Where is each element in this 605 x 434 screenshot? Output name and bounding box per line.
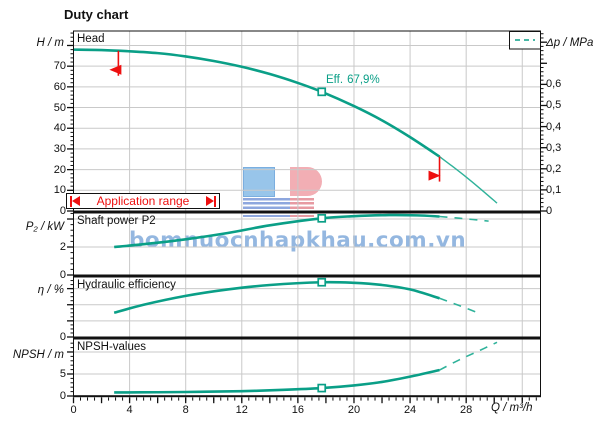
- chart-separator: [73, 337, 541, 340]
- power-ytick-label: 0: [59, 269, 66, 281]
- dp-ytick-label: 0,5: [546, 99, 562, 112]
- application-range-box: Application range: [66, 193, 220, 209]
- x-tick-label: 4: [126, 404, 133, 416]
- dp-legend: [509, 31, 541, 50]
- x-tick-label: 12: [235, 404, 248, 416]
- eff-duty-point-marker[interactable]: [317, 277, 327, 287]
- power-ytick-label: 2: [59, 241, 66, 253]
- efficiency-curve: [113, 280, 440, 315]
- efficiency-callout-value: 67,9%: [347, 74, 380, 86]
- p2-axis-title: P₂ / kW: [25, 221, 64, 233]
- head-curve-extension: [439, 156, 498, 204]
- x-tick-label: 24: [403, 404, 417, 416]
- head-ytick-label: 50: [53, 101, 66, 114]
- p2-curve-extension: [439, 215, 489, 222]
- npsh-ytick-label: 0: [59, 390, 66, 402]
- x-tick-label: 16: [291, 404, 304, 416]
- range-bar-icon: [70, 195, 72, 207]
- dp-ytick-label: 0,2: [546, 162, 562, 175]
- power-chart-label: Shaft power P2: [77, 215, 156, 227]
- logo-p-head: [290, 167, 322, 196]
- head-curve: [73, 48, 441, 158]
- head-ytick-label: 40: [53, 122, 66, 135]
- head-ytick-label: 0: [59, 205, 66, 217]
- head-ytick-label: 10: [53, 184, 66, 197]
- head-ytick-label: 20: [53, 163, 66, 176]
- efficiency-chart-label: Hydraulic efficiency: [77, 279, 176, 291]
- efficiency-callout-label: Eff.: [326, 74, 344, 86]
- chart-separator: [73, 211, 541, 214]
- npsh-ytick-label: 5: [59, 367, 66, 380]
- x-tick-label: 0: [70, 404, 77, 416]
- dp-axis-title: Δp / MPa: [546, 37, 594, 49]
- dp-ytick-label: 0,6: [546, 78, 562, 91]
- application-range-label: Application range: [96, 194, 190, 208]
- efficiency-callout: Eff. 67,9%: [326, 74, 384, 86]
- npsh-chart-label: NPSH-values: [77, 341, 147, 353]
- head-chart-label: Head: [77, 33, 105, 45]
- npsh-curve-extension: [439, 341, 498, 371]
- npsh-duty-point-marker[interactable]: [317, 383, 327, 393]
- application-range-left-marker: [70, 195, 80, 207]
- head-ytick-label: 70: [53, 60, 66, 73]
- x-tick-label: 20: [347, 404, 361, 416]
- head-ytick-label: 30: [53, 142, 66, 155]
- eta-axis-title: η / %: [37, 284, 64, 296]
- efficiency-curve-extension: [439, 297, 481, 315]
- dp-ytick-label: 0,4: [546, 120, 562, 133]
- triangle-right-icon: [428, 170, 441, 181]
- triangle-left-icon: [72, 196, 80, 206]
- chart-separator: [73, 275, 541, 278]
- triangle-left-icon: [109, 64, 122, 75]
- dp-ytick-label: 0,1: [546, 183, 562, 196]
- application-range-right-marker: [205, 195, 216, 207]
- dp-ytick-label: 0,3: [546, 141, 562, 154]
- application-limit-marker-left: [109, 50, 122, 76]
- range-bar-icon: [213, 195, 216, 207]
- logo-l-square: [243, 167, 275, 197]
- x-tick-label: 8: [182, 404, 189, 416]
- chart-separator: [73, 395, 541, 398]
- eff-chart: [67, 276, 541, 338]
- eff-ytick-label: 0: [59, 331, 66, 343]
- page-title: Duty chart: [64, 7, 129, 22]
- application-limit-marker-right: [428, 156, 441, 182]
- npsh-curve: [114, 368, 440, 394]
- head-axis-title: H / m: [36, 37, 64, 49]
- triangle-right-icon: [205, 196, 214, 206]
- watermark-logo-lp: [242, 166, 322, 217]
- head-ytick-label: 60: [53, 80, 66, 93]
- power-duty-point-marker[interactable]: [317, 213, 327, 223]
- head-duty-point-marker[interactable]: [317, 87, 327, 97]
- npsh-axis-title: NPSH / m: [12, 349, 64, 361]
- dp-ytick-label: 0: [546, 205, 553, 217]
- q-axis-title: Q / m³/h: [491, 402, 533, 414]
- p2-curve: [114, 213, 440, 249]
- x-tick-label: 28: [460, 404, 473, 416]
- head-chart: [67, 30, 547, 212]
